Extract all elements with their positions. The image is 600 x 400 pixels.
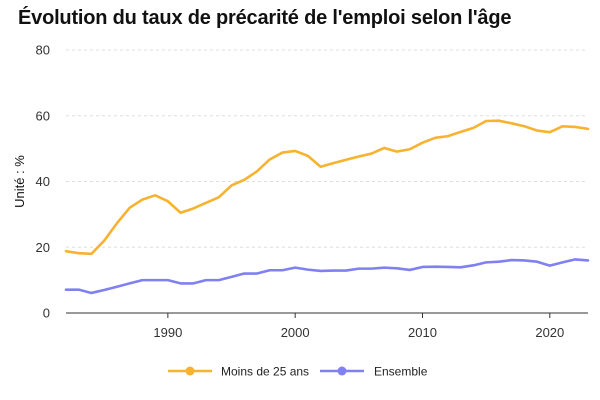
y-tick-label: 0 — [43, 306, 50, 321]
y-tick-label: 80 — [36, 43, 50, 58]
legend-label: Moins de 25 ans — [221, 365, 309, 379]
legend-marker-icon — [337, 366, 347, 376]
y-tick-label: 60 — [36, 108, 50, 123]
y-axis-title: Unité : % — [12, 155, 27, 208]
series-line-1[interactable] — [64, 119, 590, 256]
legend-marker-icon — [185, 366, 195, 376]
chart-title: Évolution du taux de précarité de l'empl… — [18, 7, 512, 29]
axes: 0 20 40 60 80 1990 2000 2010 2020 Unité : % — [12, 43, 588, 340]
legend-item-1[interactable]: Moins de 25 ans — [168, 365, 309, 379]
x-tick-label: 1990 — [153, 325, 182, 340]
series-line-2[interactable] — [64, 258, 590, 295]
y-tick-label: 20 — [36, 240, 50, 255]
legend[interactable]: Moins de 25 ans Ensemble — [168, 365, 428, 379]
y-tick-label: 40 — [36, 174, 50, 189]
x-tick-label: 2020 — [535, 325, 564, 340]
x-tick-label: 2000 — [281, 325, 310, 340]
legend-item-2[interactable]: Ensemble — [320, 365, 428, 379]
legend-label: Ensemble — [374, 365, 428, 379]
x-tick-label: 2010 — [408, 325, 437, 340]
series-layer — [64, 119, 590, 295]
grid-lines — [66, 49, 588, 248]
